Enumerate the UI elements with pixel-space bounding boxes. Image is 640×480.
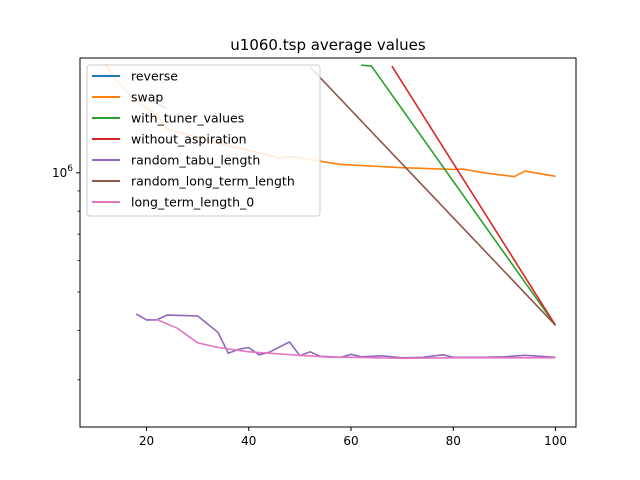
legend-box [86,64,321,217]
series-line-random_long_term_length [309,66,557,326]
series-line-random_tabu_length [135,313,556,359]
x-tick-label: 100 [544,434,567,448]
x-tick-label: 20 [139,434,154,448]
x-axis: 20 40 60 80 100 [139,427,567,448]
legend-label-long_term_length_0: long_term_length_0 [131,195,254,210]
plot-frame [79,57,577,428]
series-line-without_aspiration [391,65,557,326]
legend-label-swap: swap [131,90,163,105]
x-tick-label: 80 [446,434,461,448]
y-axis: 106 [52,164,80,381]
y-tick-label: 106 [52,164,73,180]
x-tick-label: 40 [241,434,256,448]
series-line-with_tuner_values [361,64,557,326]
x-tick-label: 60 [343,434,358,448]
legend-label-without_aspiration: without_aspiration [131,132,247,147]
legend: reverse swap with_tuner_values without_aspi… [86,64,321,217]
legend-label-with_tuner_values: with_tuner_values [131,111,244,126]
chart-title: u1060.tsp average values [230,36,426,54]
legend-label-reverse: reverse [131,69,178,84]
legend-label-random_long_term_length: random_long_term_length [131,174,295,189]
legend-label-random_tabu_length: random_tabu_length [131,153,260,168]
series-line-long_term_length_0 [156,318,556,360]
